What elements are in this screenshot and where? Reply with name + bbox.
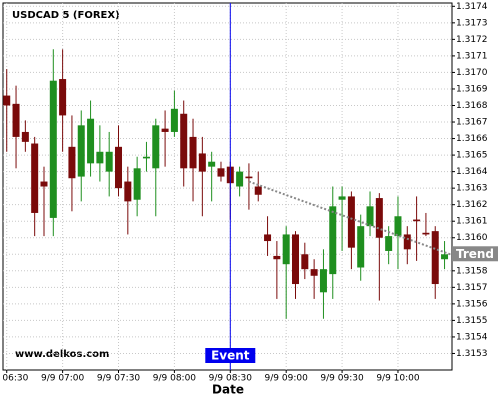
y-tick-label: 1.3160 xyxy=(456,233,488,243)
candle-body xyxy=(142,156,150,159)
candle-body xyxy=(357,226,365,268)
candle-body xyxy=(49,80,57,218)
candle-body xyxy=(21,131,29,142)
candle-body xyxy=(208,161,216,167)
candle-body xyxy=(319,269,327,293)
candle-body xyxy=(366,206,374,227)
y-tick-label: 1.3158 xyxy=(456,266,488,276)
candle-body xyxy=(217,168,225,177)
candle-body xyxy=(292,234,300,285)
candle-body xyxy=(254,186,262,195)
candle-body xyxy=(273,255,281,260)
candle-body xyxy=(105,151,113,172)
candle-body xyxy=(170,108,178,132)
candle-body xyxy=(68,146,76,179)
plot-area xyxy=(2,2,453,371)
candle-body xyxy=(394,216,402,237)
y-tick-label: 1.3155 xyxy=(456,316,488,326)
x-tick-label: 9/9 09:30 xyxy=(320,374,364,384)
y-tick-label: 1.3170 xyxy=(456,68,488,78)
candle-body xyxy=(422,232,430,235)
candle-body xyxy=(403,234,411,250)
y-tick-label: 1.3167 xyxy=(456,118,488,128)
candle-body xyxy=(431,231,439,285)
trend-label: Trend xyxy=(456,247,494,261)
y-tick-label: 1.3162 xyxy=(456,200,488,210)
candle-body xyxy=(310,269,318,276)
candle-body xyxy=(245,176,253,179)
y-tick-label: 1.3171 xyxy=(456,51,488,61)
y-tick-label: 1.3154 xyxy=(456,332,488,342)
event-label: Event xyxy=(211,349,250,363)
candle-body xyxy=(198,153,206,172)
candle-body xyxy=(161,128,169,132)
x-tick-label: 9/9 07:30 xyxy=(97,374,141,384)
candle-body xyxy=(189,136,197,169)
candle-body xyxy=(180,113,188,169)
y-tick-label: 1.3161 xyxy=(456,217,488,227)
candle-body xyxy=(3,95,11,106)
y-tick-label: 1.3157 xyxy=(456,283,488,293)
x-tick-label: 9/9 10:00 xyxy=(376,374,420,384)
trend-label-box xyxy=(452,246,498,262)
candle-body xyxy=(152,125,160,169)
candle-body xyxy=(236,171,244,187)
candle-body xyxy=(282,234,290,265)
y-tick-label: 1.3169 xyxy=(456,84,488,94)
y-tick-label: 1.3173 xyxy=(456,18,488,28)
event-label-box xyxy=(205,348,256,363)
y-tick-label: 1.3163 xyxy=(456,184,488,194)
y-tick-label: 1.3172 xyxy=(456,35,488,45)
candle-body xyxy=(347,196,355,248)
candle-body xyxy=(96,151,104,164)
candle-body xyxy=(264,234,272,242)
chart-title: USDCAD 5 (FOREX) xyxy=(12,10,120,21)
candle-body xyxy=(124,181,132,202)
y-tick-label: 1.3166 xyxy=(456,134,488,144)
candle-body xyxy=(40,181,48,187)
y-tick-label: 1.3164 xyxy=(456,167,488,177)
y-tick-label: 1.3153 xyxy=(456,349,488,359)
candle-body xyxy=(441,254,449,260)
candle-body xyxy=(77,125,85,177)
candle-body xyxy=(87,118,95,164)
y-tick-label: 1.3156 xyxy=(456,299,488,309)
x-tick-label: 9/9 09:00 xyxy=(265,374,309,384)
candle-body xyxy=(31,143,39,213)
y-tick-label: 1.3165 xyxy=(456,151,488,161)
candle-body xyxy=(338,196,346,200)
candle-body xyxy=(375,198,383,238)
x-tick-label: 9/9 07:00 xyxy=(41,374,85,384)
candle-body xyxy=(301,254,309,270)
candle-body xyxy=(59,79,67,116)
candle-body xyxy=(329,206,337,275)
x-axis-label: Date xyxy=(212,383,244,397)
y-tick-label: 1.3168 xyxy=(456,101,488,111)
candle-body xyxy=(12,103,20,137)
candle-body xyxy=(385,236,393,251)
candle-body xyxy=(133,168,141,200)
candle-body xyxy=(115,146,123,189)
x-tick-label: 9/9 08:30 xyxy=(209,374,253,384)
y-tick-label: 1.3174 xyxy=(456,2,488,12)
x-tick-label: 9/9 08:00 xyxy=(153,374,197,384)
x-tick-label: 9/9 06:30 xyxy=(0,374,29,384)
candle-body xyxy=(413,219,421,222)
